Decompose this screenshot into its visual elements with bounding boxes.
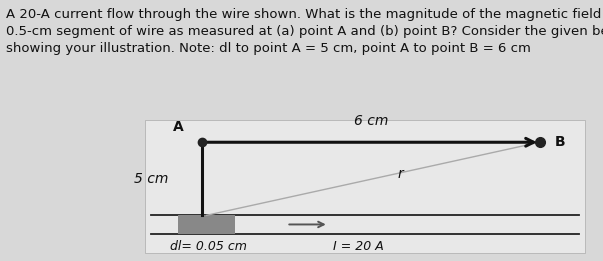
Text: I = 20 A: I = 20 A [333,240,384,253]
Text: A: A [173,120,184,134]
Text: A 20-A current flow through the wire shown. What is the magnitude of the magneti: A 20-A current flow through the wire sho… [6,8,603,55]
Text: 6 cm: 6 cm [353,114,388,128]
Text: r: r [397,167,403,181]
Bar [178,215,235,234]
Bar [145,120,585,253]
Text: 5 cm: 5 cm [134,172,169,186]
Text: dl= 0.05 cm: dl= 0.05 cm [169,240,247,253]
Text: B: B [555,135,566,149]
